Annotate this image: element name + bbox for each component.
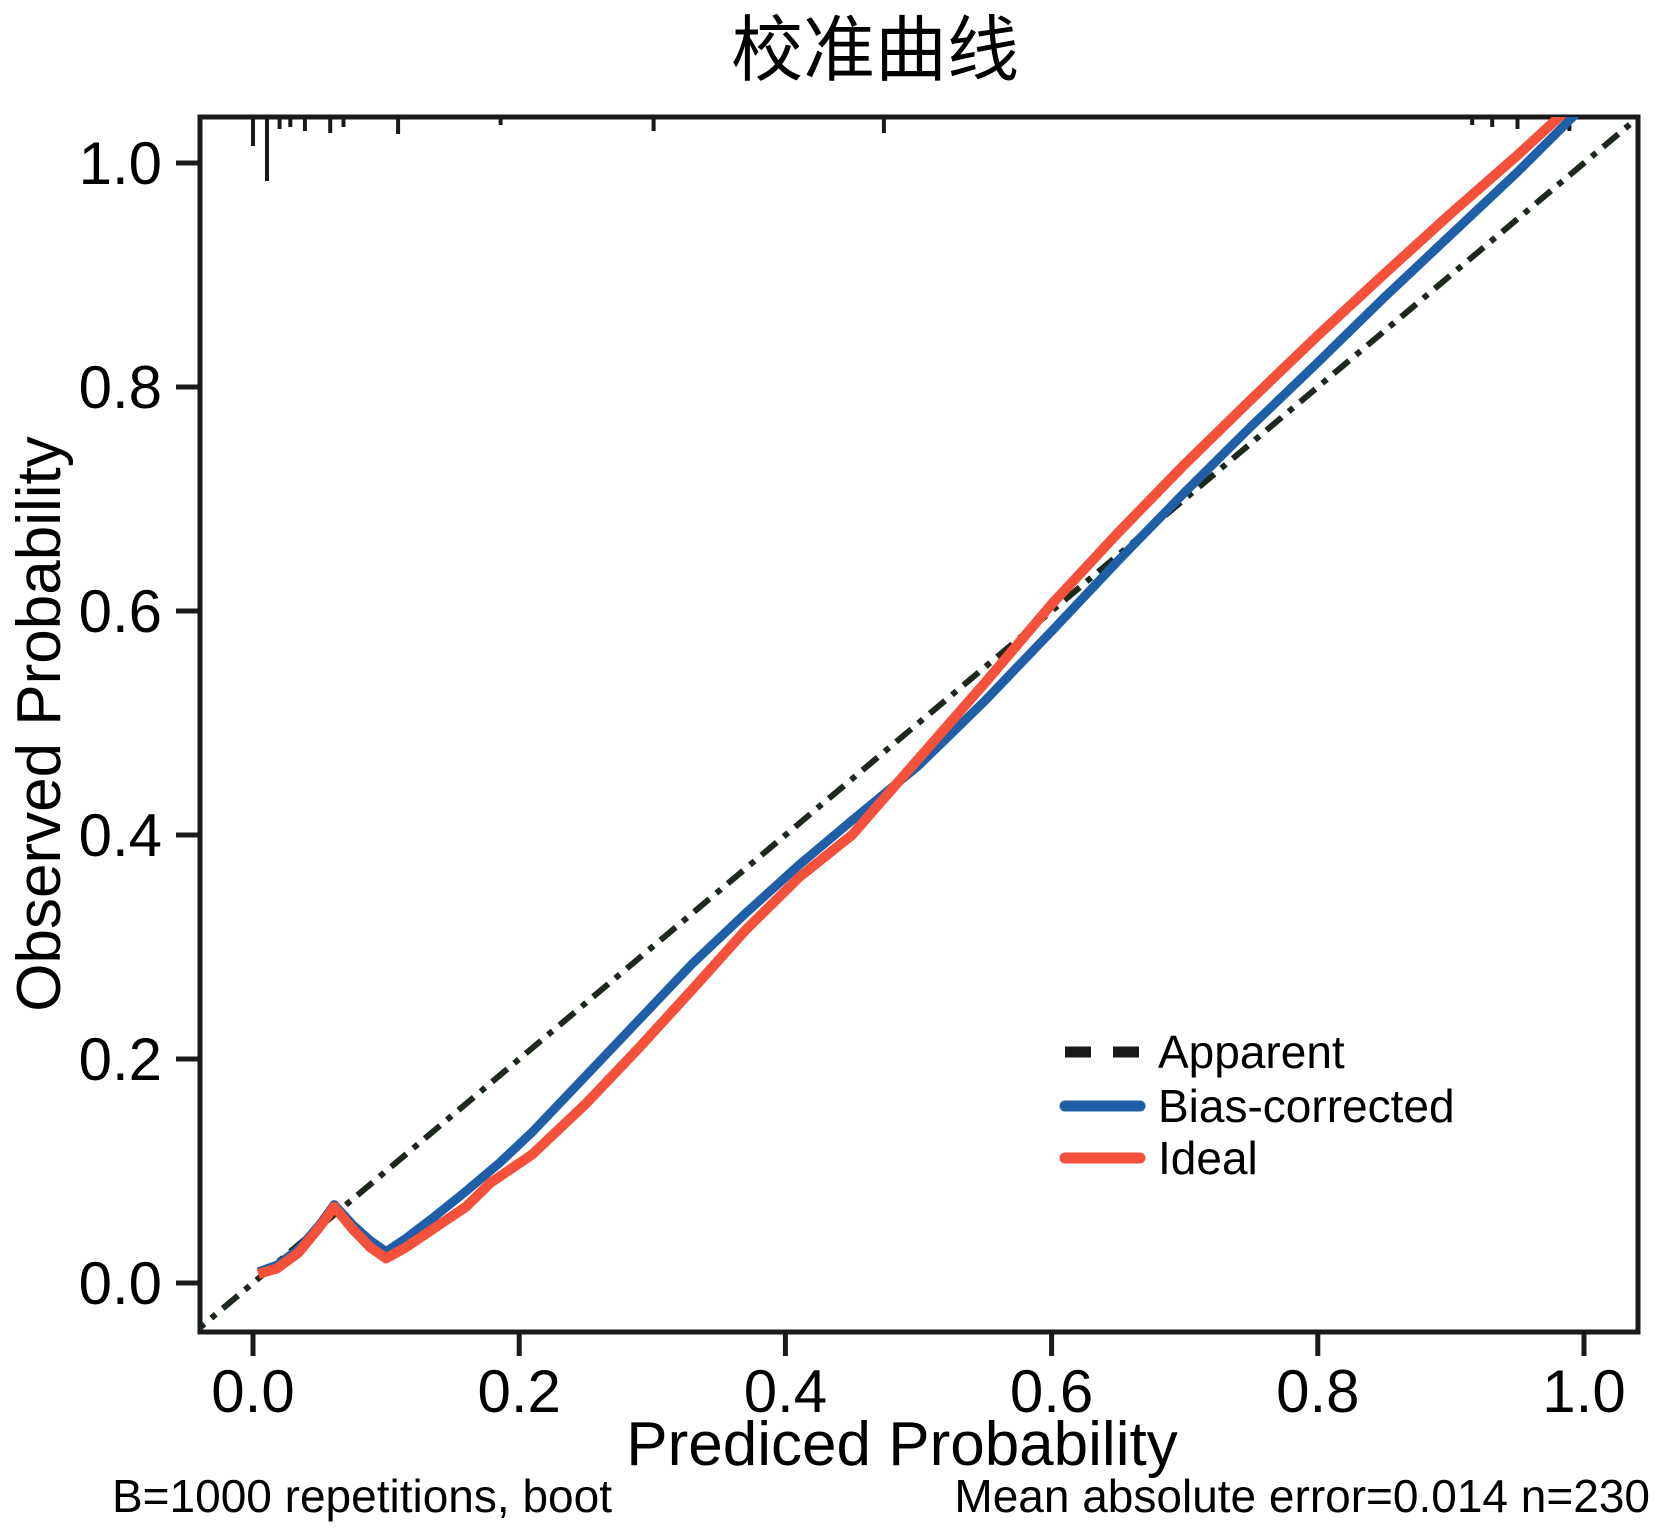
- series-apparent: [200, 117, 1638, 1332]
- y-tick-label: 0.2: [79, 1026, 162, 1093]
- series-lines: [200, 117, 1638, 1332]
- footnote-mae: Mean absolute error=0.014 n=230: [954, 1470, 1650, 1522]
- y-tick-label: 0.6: [79, 578, 162, 645]
- x-axis-title: Prediced Probability: [626, 1410, 1177, 1479]
- footnote-bootstrap: B=1000 repetitions, boot: [112, 1470, 612, 1522]
- y-tick-label: 1.0: [79, 130, 162, 197]
- y-axis-title: Observed Probability: [5, 436, 74, 1012]
- legend-label-bias-corrected: Bias-corrected: [1158, 1080, 1455, 1132]
- legend-label-ideal: Ideal: [1158, 1132, 1258, 1184]
- y-tick-label: 0.8: [79, 354, 162, 421]
- y-tick-label: 0.0: [79, 1250, 162, 1317]
- rug-ticks: [251, 119, 1572, 181]
- x-tick-label: 0.8: [1276, 1358, 1359, 1425]
- series-ideal: [256, 117, 1567, 1279]
- x-tick-label: 0.4: [744, 1358, 827, 1425]
- x-tick-label: 0.2: [477, 1358, 560, 1425]
- x-tick-label: 0.0: [211, 1358, 294, 1425]
- x-tick-label: 1.0: [1542, 1358, 1625, 1425]
- y-axis-ticks: 0.0 0.2 0.4 0.6 0.8 1.0: [79, 130, 200, 1317]
- x-axis-ticks: 0.0 0.2 0.4 0.6 0.8 1.0: [211, 1332, 1626, 1425]
- legend-label-apparent: Apparent: [1158, 1026, 1345, 1078]
- legend: Apparent Bias-corrected Ideal: [1059, 1026, 1455, 1184]
- plot-border: [197, 114, 1641, 1335]
- y-tick-label: 0.4: [79, 802, 162, 869]
- legend-line-samples: [1059, 1046, 1146, 1164]
- chart-title: 校准曲线: [731, 8, 1019, 92]
- x-tick-label: 0.6: [1010, 1358, 1093, 1425]
